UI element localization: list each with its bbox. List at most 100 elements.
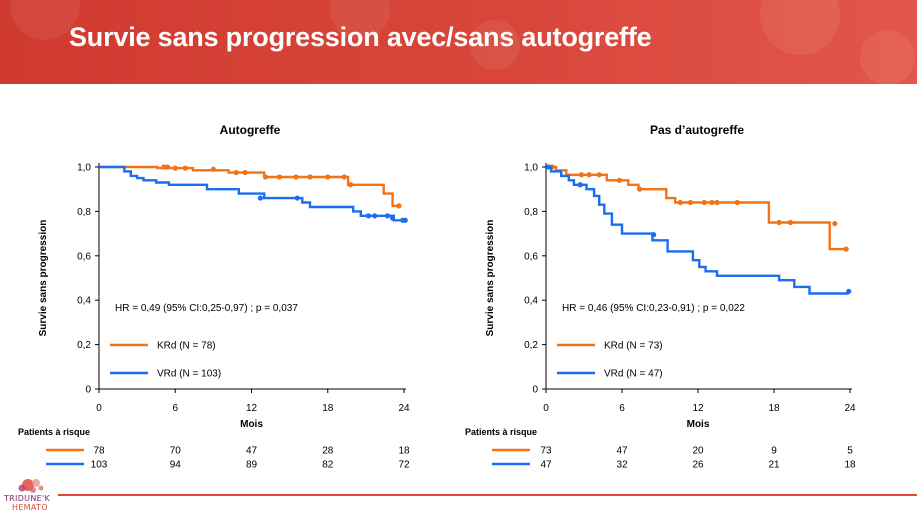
risk-count: 70 [170,446,182,457]
x-tick-label: 12 [692,403,704,414]
risk-count: 9 [771,446,777,457]
censor-mark-krd [677,199,683,206]
risk-count: 28 [322,446,334,457]
censor-mark-krd [586,172,592,178]
logo-subtitle: HEMATO [12,503,48,512]
censor-mark-krd [396,203,402,209]
risk-count: 103 [91,460,108,471]
censor-mark-krd [616,177,623,183]
censor-mark-krd [262,174,269,180]
risk-count: 89 [246,460,258,471]
logo-icon [18,479,44,493]
risk-count: 5 [847,446,853,457]
risk-count: 32 [616,460,628,471]
x-tick-label: 12 [246,403,258,414]
hr-annotation: HR = 0,46 (95% CI:0,23-0,91) ; p = 0,022 [562,303,745,314]
censor-mark-vrd [257,195,263,201]
censor-mark-vrd [294,195,300,201]
y-tick-label: 0,2 [524,340,538,351]
censor-mark-krd [832,221,838,227]
x-tick-label: 0 [543,403,549,414]
km-curve-vrd [99,165,404,222]
y-tick-label: 0,6 [77,251,91,262]
censor-mark-vrd [577,182,583,188]
censor-mark-krd [182,165,189,171]
censor-mark-krd [210,166,216,172]
km-curve-krd [546,165,847,251]
x-tick-label: 24 [844,403,856,414]
banner-decoration [470,20,520,70]
risk-count: 20 [692,446,704,457]
censor-mark-vrd [402,217,408,223]
km-curve-krd [99,165,402,208]
y-tick-label: 0 [532,385,538,396]
censor-mark-vrd [651,232,657,238]
censor-mark-vrd [372,213,378,219]
chart-title: Autogreffe [220,123,281,137]
banner-decoration [860,30,915,84]
y-tick-label: 0,8 [524,207,538,218]
censor-mark-krd [787,219,794,226]
y-tick-label: 0,6 [524,251,538,262]
risk-count: 18 [844,460,856,471]
risk-count: 47 [246,446,258,457]
x-tick-label: 18 [768,403,780,414]
x-tick-label: 6 [619,403,625,414]
censor-mark-krd [293,174,299,180]
title-banner: Survie sans progression avec/sans autogr… [0,0,917,84]
x-tick-label: 18 [322,403,334,414]
censor-mark-krd [341,174,347,180]
risk-count: 26 [692,460,704,471]
y-tick-label: 0,4 [77,296,91,307]
x-axis-label: Mois [687,419,710,430]
censor-mark-krd [596,172,602,178]
x-tick-label: 6 [172,403,178,414]
censor-mark-vrd [846,288,852,294]
legend-label: KRd (N = 78) [157,341,216,352]
y-tick-label: 0,8 [77,207,91,218]
censor-mark-vrd [365,213,372,219]
hr-annotation: HR = 0,49 (95% CI:0,25-0,97) ; p = 0,037 [115,303,298,314]
y-tick-label: 0,2 [77,340,91,351]
risk-count: 73 [540,446,552,457]
legend-label: KRd (N = 73) [604,341,663,352]
x-axis-label: Mois [240,419,263,430]
y-tick-label: 0 [85,385,91,396]
censor-mark-krd [687,199,694,206]
censor-mark-krd [276,174,283,180]
censor-mark-krd [161,164,167,170]
risk-count: 78 [93,446,105,457]
y-tick-label: 0,4 [524,296,538,307]
chart-title: Pas d’autogreffe [650,123,744,137]
risk-count: 94 [170,460,182,471]
logo-name: TRIDUNE'K [4,494,51,503]
censor-mark-krd [709,199,715,206]
censor-mark-krd [637,186,643,192]
x-tick-label: 0 [96,403,102,414]
censor-mark-krd [325,174,331,180]
slide-title: Survie sans progression avec/sans autogr… [69,22,652,52]
risk-count: 47 [616,446,628,457]
y-tick-label: 1,0 [77,163,91,174]
risk-table-label: Patients à risque [18,427,90,437]
y-axis-label: Survie sans progression [38,220,49,337]
risk-count: 82 [322,460,334,471]
y-axis-label: Survie sans progression [485,220,496,337]
censor-mark-krd [843,246,849,252]
y-tick-label: 1,0 [524,163,538,174]
censor-mark-vrd [384,213,391,219]
risk-count: 21 [768,460,780,471]
legend-label: VRd (N = 47) [604,369,663,380]
x-tick-label: 24 [398,403,410,414]
censor-mark-krd [776,219,782,226]
km-curve-vrd [546,165,849,295]
censor-mark-krd [172,165,178,171]
risk-count: 18 [398,446,410,457]
risk-count: 47 [540,460,552,471]
censor-mark-krd [242,169,248,176]
censor-mark-krd [701,199,707,206]
logo-text: TRIDUNE'K HEMATO [4,494,50,512]
risk-table-label: Patients à risque [465,427,537,437]
censor-mark-krd [233,169,239,176]
